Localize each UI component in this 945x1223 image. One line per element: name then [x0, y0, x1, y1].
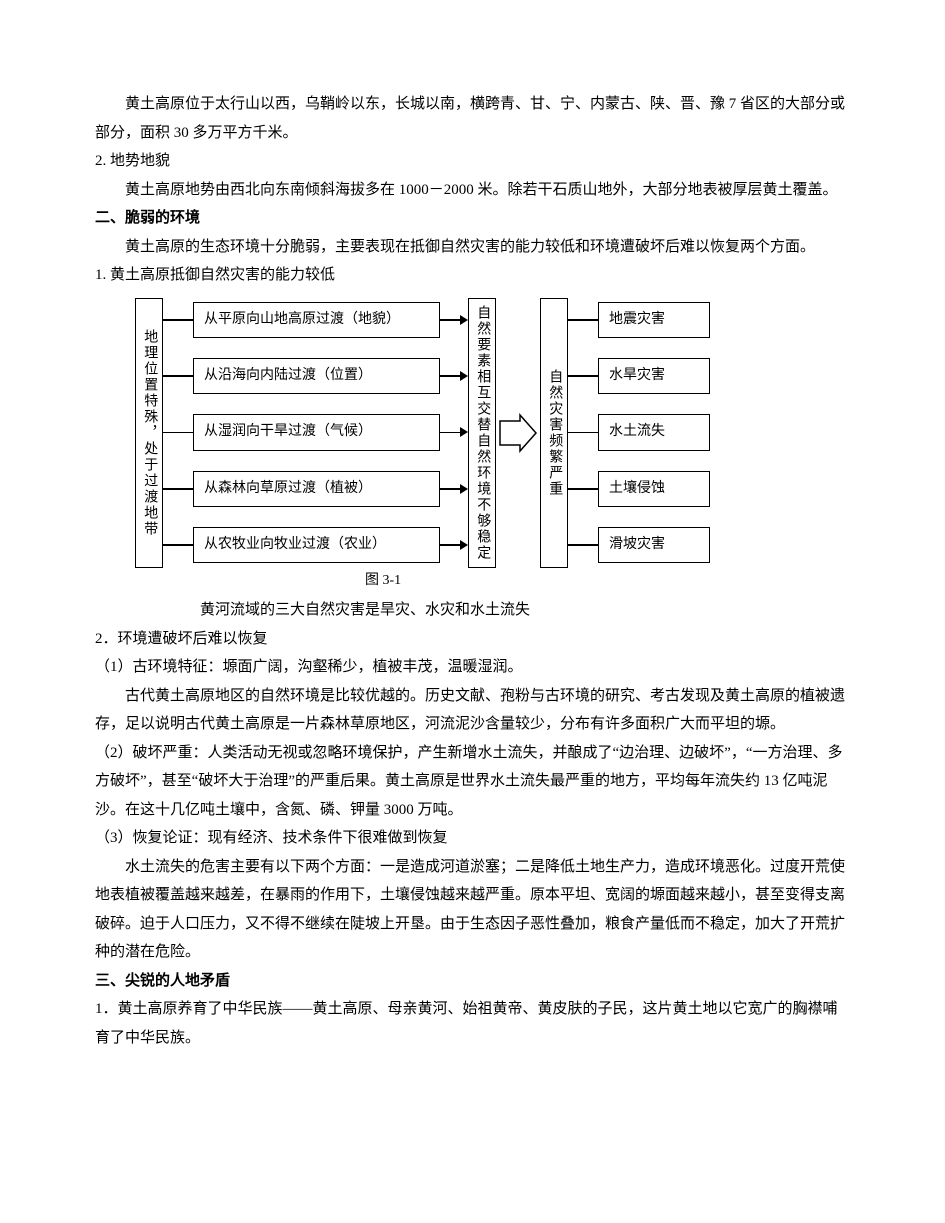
mid-box: 从沿海向内陆过渡（位置） — [193, 358, 440, 395]
right-box: 水旱灾害 — [598, 358, 710, 395]
right-box: 滑坡灾害 — [598, 527, 710, 564]
section-3-title: 三、尖锐的人地矛盾 — [95, 967, 850, 996]
diagram-left-label: 地理位置特殊，处于过渡地带 — [135, 298, 163, 568]
paragraph-topography: 黄土高原地势由西北向东南倾斜海拔多在 1000－2000 米。除若干石质山地外，… — [95, 176, 850, 205]
env-point-2: （2）破坏严重：人类活动无视或忽略环境保护，产生新增水土流失，并酿成了“边治理、… — [95, 739, 850, 825]
connector-line — [163, 432, 193, 434]
connector-line — [568, 488, 598, 490]
diagram-right-column: 地震灾害 水旱灾害 水土流失 土壤侵蚀 滑坡灾害 — [568, 298, 710, 568]
section-2-1-title: 1. 黄土高原抵御自然灾害的能力较低 — [95, 261, 850, 290]
section-3-1: 1．黄土高原养育了中华民族——黄土高原、母亲黄河、始祖黄帝、黄皮肤的子民，这片黄… — [95, 995, 850, 1052]
mid-box: 从平原向山地高原过渡（地貌） — [193, 302, 440, 339]
arrow-right-icon — [440, 371, 468, 381]
mid-box: 从森林向草原过渡（植被） — [193, 471, 440, 508]
diagram-vert-label-1: 自然要素相互交替自然环境不够稳定 — [468, 298, 496, 568]
arrow-right-icon — [440, 427, 468, 437]
right-row: 滑坡灾害 — [568, 527, 710, 564]
arrow-right-icon — [440, 484, 468, 494]
diagram-container: 地理位置特殊，处于过渡地带 从平原向山地高原过渡（地貌） 从沿海向内陆过渡（位置… — [135, 298, 850, 595]
right-box: 土壤侵蚀 — [598, 471, 710, 508]
right-box: 地震灾害 — [598, 302, 710, 339]
connector-line — [568, 375, 598, 377]
mid-row: 从湿润向干旱过渡（气候） — [163, 414, 468, 451]
mid-row: 从沿海向内陆过渡（位置） — [163, 358, 468, 395]
connector-line — [163, 488, 193, 490]
connector-line — [163, 319, 193, 321]
right-row: 水旱灾害 — [568, 358, 710, 395]
section-2-title: 二、脆弱的环境 — [95, 204, 850, 233]
env-point-3: （3）恢复论证：现有经济、技术条件下很难做到恢复 — [95, 824, 850, 853]
right-row: 土壤侵蚀 — [568, 471, 710, 508]
diagram-middle-column: 从平原向山地高原过渡（地貌） 从沿海向内陆过渡（位置） 从湿润向干旱过渡（气候）… — [163, 298, 468, 568]
env-point-3-text: 水土流失的危害主要有以下两个方面：一是造成河道淤塞；二是降低土地生产力，造成环境… — [95, 853, 850, 967]
env-point-1-text: 古代黄土高原地区的自然环境是比较优越的。历史文献、孢粉与古环境的研究、考古发现及… — [95, 682, 850, 739]
section-2-2-title: 2．环境遭破坏后难以恢复 — [95, 625, 850, 654]
big-arrow-icon — [496, 298, 540, 568]
mid-box: 从农牧业向牧业过渡（农业） — [193, 527, 440, 564]
mid-box: 从湿润向干旱过渡（气候） — [193, 414, 440, 451]
flow-diagram: 地理位置特殊，处于过渡地带 从平原向山地高原过渡（地貌） 从沿海向内陆过渡（位置… — [135, 298, 850, 568]
mid-row: 从农牧业向牧业过渡（农业） — [163, 527, 468, 564]
connector-line — [568, 544, 598, 546]
connector-line — [163, 375, 193, 377]
arrow-right-icon — [440, 315, 468, 325]
env-point-1: （1）古环境特征：塬面广阔，沟壑稀少，植被丰茂，温暖湿润。 — [95, 653, 850, 682]
section-2-intro: 黄土高原的生态环境十分脆弱，主要表现在抵御自然灾害的能力较低和环境遭破坏后难以恢… — [95, 233, 850, 262]
right-row: 地震灾害 — [568, 302, 710, 339]
right-box: 水土流失 — [598, 414, 710, 451]
arrow-right-icon — [440, 540, 468, 550]
connector-line — [163, 544, 193, 546]
mid-row: 从平原向山地高原过渡（地貌） — [163, 302, 468, 339]
mid-row: 从森林向草原过渡（植被） — [163, 471, 468, 508]
connector-line — [568, 432, 598, 434]
heading-topography: 2. 地势地貌 — [95, 147, 850, 176]
figure-caption: 图 3-1 — [365, 568, 850, 595]
diagram-note: 黄河流域的三大自然灾害是旱灾、水灾和水土流失 — [95, 596, 850, 625]
connector-line — [568, 319, 598, 321]
paragraph-location: 黄土高原位于太行山以西，乌鞘岭以东，长城以南，横跨青、甘、宁、内蒙古、陕、晋、豫… — [95, 90, 850, 147]
diagram-vert-label-2: 自然灾害频繁严重 — [540, 298, 568, 568]
right-row: 水土流失 — [568, 414, 710, 451]
